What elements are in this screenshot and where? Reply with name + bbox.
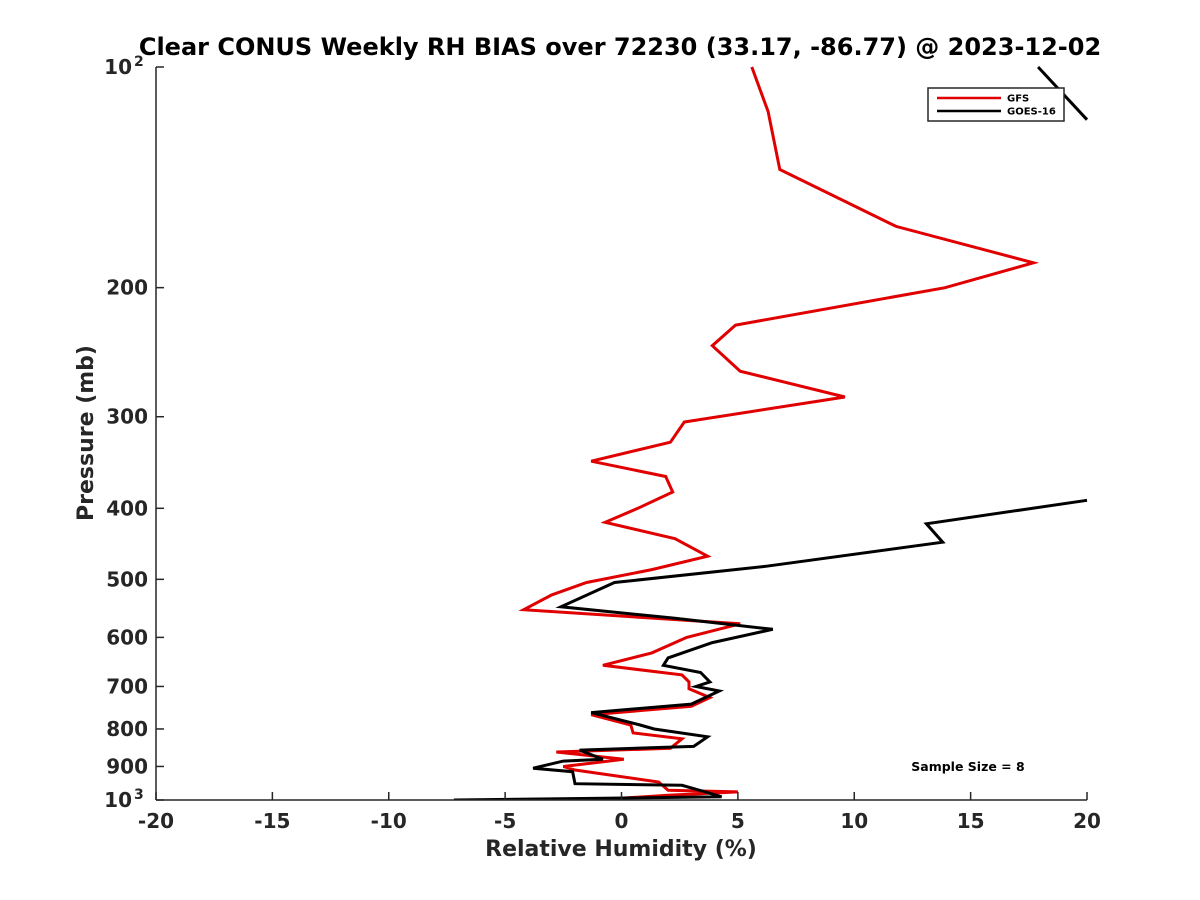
x-axis-label: Relative Humidity (%) (485, 837, 757, 862)
series-line-goes16 (453, 498, 1088, 800)
x-tick-label: 5 (731, 809, 745, 833)
chart-title: Clear CONUS Weekly RH BIAS over 72230 (3… (139, 33, 1101, 61)
y-tick-exponent: 3 (134, 787, 144, 803)
x-ticks: -20 -15 -10 -5 0 5 10 15 20 (138, 792, 1101, 833)
y-tick-label: 500 (106, 567, 148, 591)
y-tick-label: 400 (106, 496, 148, 520)
series-line-gfs (518, 66, 1040, 800)
x-tick-label: -5 (494, 809, 516, 833)
y-tick-label: 600 (106, 625, 148, 649)
x-tick-label: -15 (254, 809, 290, 833)
y-tick-label: 10 (104, 55, 132, 79)
x-tick-label: 0 (615, 809, 629, 833)
y-tick-label: 300 (106, 405, 148, 429)
y-tick-label: 900 (106, 754, 148, 778)
y-tick-exponent: 2 (134, 54, 144, 70)
y-tick-label: 200 (106, 276, 148, 300)
sample-size-annotation: Sample Size = 8 (911, 759, 1024, 774)
legend: GFS GOES-16 (927, 87, 1065, 122)
x-tick-label: 15 (957, 809, 985, 833)
axes-frame (155, 67, 1087, 801)
x-tick-label: 20 (1073, 809, 1101, 833)
legend-label-goes16: GOES-16 (1007, 107, 1056, 118)
y-axis-label: Pressure (mb) (74, 345, 99, 521)
x-tick-label: -10 (371, 809, 407, 833)
series-group (453, 65, 1089, 800)
y-tick-label: 700 (106, 674, 148, 698)
legend-box (927, 87, 1065, 122)
x-tick-label: -20 (138, 809, 174, 833)
y-tick-label: 10 (104, 788, 132, 812)
x-tick-label: 10 (840, 809, 868, 833)
y-tick-label: 800 (106, 717, 148, 741)
legend-label-gfs: GFS (1007, 94, 1029, 105)
